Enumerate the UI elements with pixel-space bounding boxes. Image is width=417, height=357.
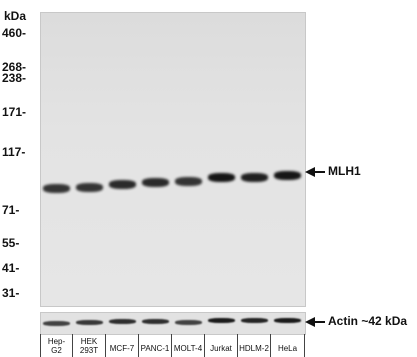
lane-label: HeLa bbox=[271, 344, 304, 353]
lane-separator bbox=[171, 334, 172, 357]
lane-label-line: HEK bbox=[80, 337, 98, 346]
marker-460: 460- bbox=[2, 26, 27, 40]
lane-separator bbox=[138, 334, 139, 357]
lane-separator bbox=[105, 334, 106, 357]
lane-label: MCF-7 bbox=[106, 344, 138, 353]
lane-separator bbox=[40, 334, 41, 357]
lane-label-line: PANC-1 bbox=[140, 344, 170, 353]
mlh1-band bbox=[208, 173, 235, 182]
marker-268: 268- bbox=[2, 60, 27, 74]
marker-117: 117- bbox=[2, 145, 26, 159]
mlh1-band bbox=[241, 173, 268, 182]
actin-band bbox=[241, 318, 268, 323]
lane-label: HDLM-2 bbox=[238, 344, 270, 353]
mlh1-arrow-shaft bbox=[313, 171, 325, 173]
marker-71: 71- bbox=[2, 203, 20, 217]
actin-label: Actin ~42 kDa bbox=[328, 314, 408, 328]
lane-separator bbox=[237, 334, 238, 357]
marker-238: 238- bbox=[2, 71, 27, 85]
actin-band bbox=[175, 320, 202, 325]
lane-label-line: Hep- bbox=[47, 337, 66, 346]
actin-band bbox=[208, 318, 235, 323]
lane-separator bbox=[72, 334, 73, 357]
lane-separator bbox=[204, 334, 205, 357]
marker-41: 41- bbox=[2, 261, 20, 275]
lane-label: PANC-1 bbox=[139, 344, 171, 353]
lane-label: Jurkat bbox=[205, 344, 237, 353]
lane-label-line: Jurkat bbox=[210, 344, 232, 353]
mlh1-band bbox=[274, 171, 301, 180]
actin-band bbox=[142, 319, 169, 324]
mlh1-blot-panel bbox=[40, 12, 306, 307]
actin-band bbox=[109, 319, 136, 324]
marker-55: 55- bbox=[2, 236, 20, 250]
marker-31: 31- bbox=[2, 286, 20, 300]
mlh1-band bbox=[142, 178, 169, 187]
lane-separator bbox=[270, 334, 271, 357]
actin-arrow-icon bbox=[305, 317, 315, 327]
lane-label-line: MCF-7 bbox=[109, 344, 135, 353]
actin-blot-panel bbox=[40, 312, 306, 335]
actin-band bbox=[43, 321, 70, 326]
mlh1-band bbox=[175, 177, 202, 186]
lane-separator bbox=[304, 334, 305, 357]
actin-arrow-shaft bbox=[313, 321, 325, 323]
mlh1-band bbox=[76, 183, 103, 192]
mlh1-band bbox=[109, 180, 136, 189]
lane-label: MOLT-4 bbox=[172, 344, 204, 353]
mlh1-arrow-icon bbox=[305, 167, 315, 177]
lane-label-line: 293T bbox=[79, 346, 99, 355]
actin-band bbox=[274, 318, 301, 323]
kda-unit-label: kDa bbox=[4, 9, 27, 23]
lane-label-line: HeLa bbox=[277, 344, 298, 353]
marker-171: 171- bbox=[2, 105, 27, 119]
mlh1-label: MLH1 bbox=[328, 164, 361, 178]
lane-label: HEK 293T bbox=[73, 337, 105, 355]
lane-label-line: G2 bbox=[51, 346, 62, 355]
lane-label: Hep- G2 bbox=[41, 337, 72, 355]
actin-band bbox=[76, 320, 103, 325]
lane-label-line: MOLT-4 bbox=[173, 344, 203, 353]
lane-label-line: HDLM-2 bbox=[239, 344, 269, 353]
mlh1-band bbox=[43, 184, 70, 193]
